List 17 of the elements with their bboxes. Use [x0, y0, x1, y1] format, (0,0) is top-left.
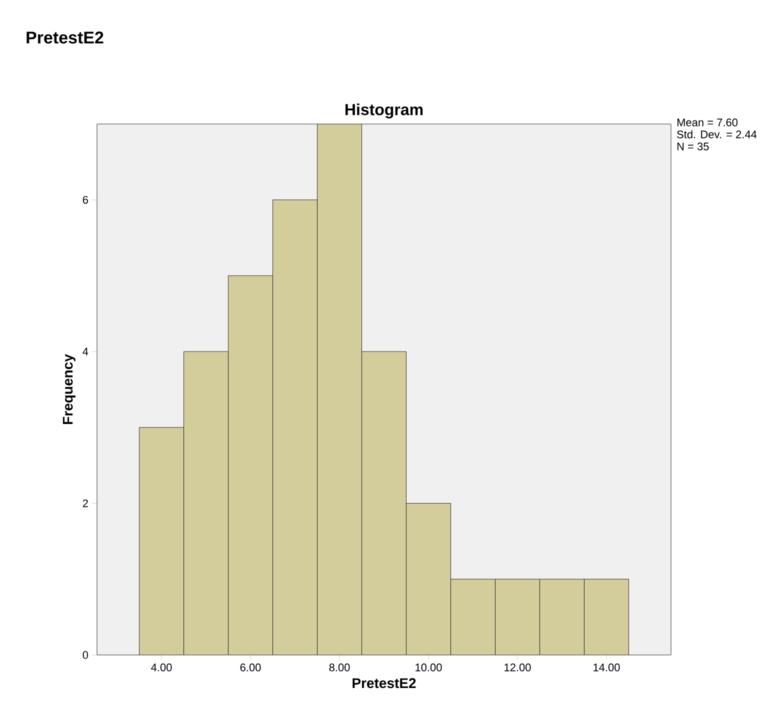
y-tick-label: 4: [82, 348, 88, 356]
x-axis-title: PretestE2: [352, 678, 416, 688]
x-tick-label: 14.00: [594, 664, 620, 672]
y-axis-title: Frequency: [62, 354, 76, 424]
y-tick-label: 6: [82, 196, 88, 204]
x-tick-label: 6.00: [240, 664, 261, 672]
y-tick-label: 0: [82, 651, 88, 659]
text: PretestE2: [26, 32, 104, 44]
x-tick-label: 8.00: [329, 664, 350, 672]
text: Std. Dev. = 2.44: [677, 130, 757, 138]
x-tick-label: 4.00: [151, 664, 172, 672]
text: Mean = 7.60: [677, 118, 738, 126]
text: N = 35: [677, 142, 709, 150]
y-tick-label: 2: [82, 499, 88, 508]
chart-title: Histogram: [346, 103, 423, 118]
x-tick-label: 12.00: [504, 664, 531, 672]
x-tick-label: 10.00: [416, 664, 442, 672]
